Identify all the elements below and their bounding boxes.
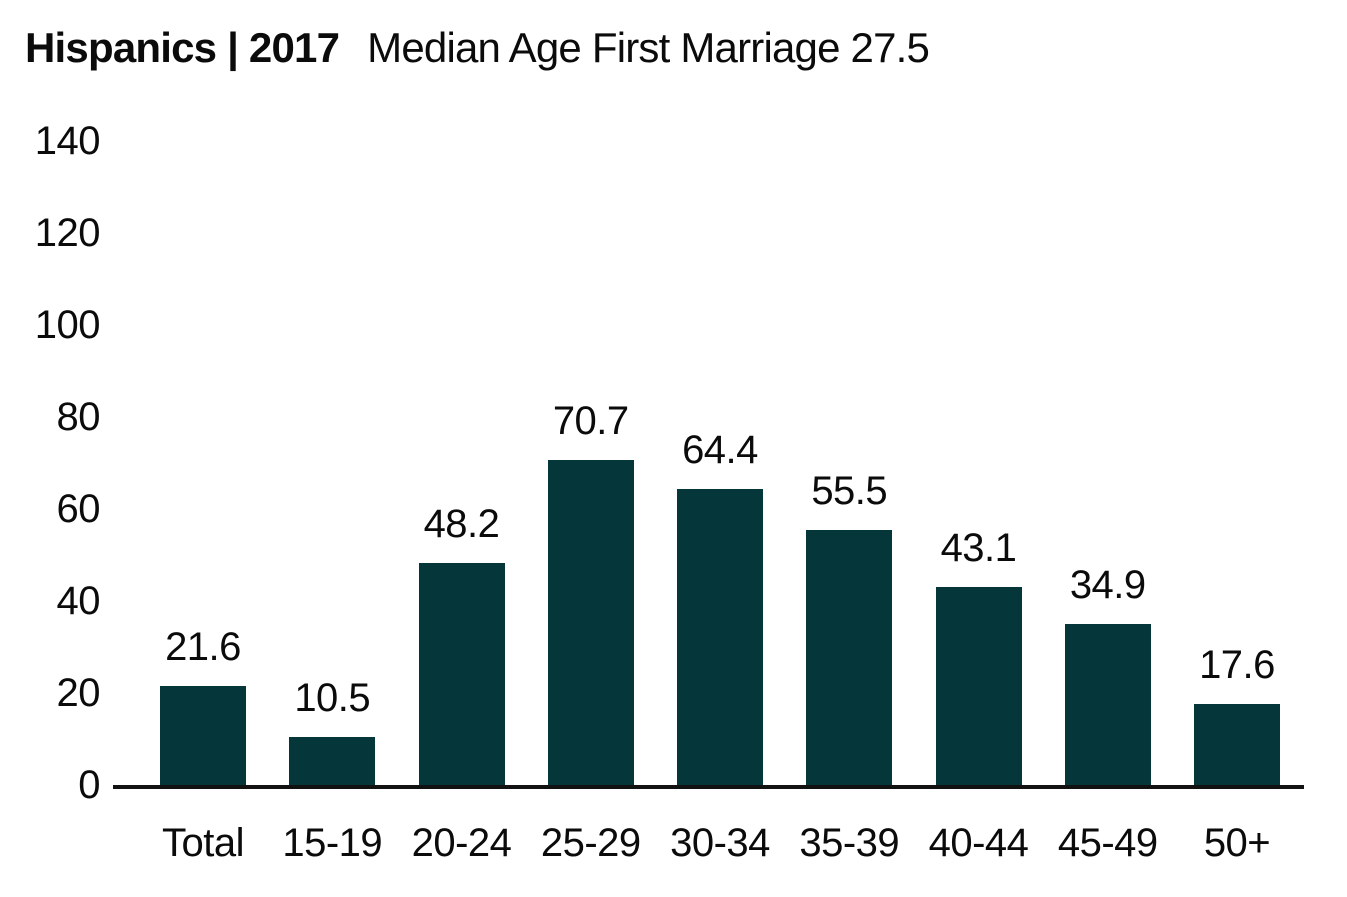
y-axis-tick-label: 80 — [56, 395, 101, 439]
x-axis-category-label: 15-19 — [282, 821, 383, 865]
y-axis-tick-label: 60 — [56, 487, 101, 531]
y-axis-tick-label: 120 — [34, 211, 101, 255]
bar — [289, 736, 376, 785]
bar-value-label: 10.5 — [294, 675, 371, 720]
bar — [935, 586, 1022, 785]
x-axis-category-label: 40-44 — [928, 821, 1029, 865]
y-axis-tick-label: 100 — [34, 303, 101, 347]
bar — [1194, 704, 1280, 785]
y-axis-tick-label: 20 — [56, 671, 101, 715]
bar — [160, 685, 246, 785]
bar-value-label: 17.6 — [1199, 643, 1275, 688]
bar-value-label: 70.7 — [552, 398, 629, 443]
chart-title: Hispanics | 2017 Median Age First Marriag… — [25, 24, 930, 72]
x-axis-category-label: Total — [162, 821, 245, 865]
x-axis-category-label: 30-34 — [670, 821, 770, 865]
x-axis-line — [113, 785, 1304, 789]
chart-title-bold: Hispanics | 2017 — [25, 24, 340, 71]
x-axis-category-label: 20-24 — [411, 821, 512, 865]
x-axis-category-label: 35-39 — [799, 821, 900, 865]
chart-title-subtitle: Median Age First Marriage 27.5 — [367, 24, 930, 71]
bar-value-label: 43.1 — [940, 525, 1017, 570]
x-axis-category-label: 25-29 — [540, 821, 641, 865]
bar — [806, 529, 893, 785]
bar — [677, 488, 763, 785]
x-axis-category-label: 45-49 — [1057, 821, 1158, 865]
bar — [547, 459, 634, 785]
bar-value-label: 21.6 — [165, 624, 241, 669]
bar — [418, 563, 505, 785]
bar-value-label: 34.9 — [1069, 563, 1146, 608]
bar-value-label: 55.5 — [811, 468, 888, 513]
bar-value-label: 48.2 — [423, 502, 500, 547]
y-axis-tick-label: 40 — [56, 579, 101, 623]
y-axis-tick-label: 140 — [34, 119, 101, 163]
bar — [1064, 624, 1151, 785]
y-axis-tick-label: 0 — [78, 763, 100, 807]
bar-value-label: 64.4 — [682, 427, 758, 472]
x-axis-category-label: 50+ — [1203, 821, 1271, 865]
